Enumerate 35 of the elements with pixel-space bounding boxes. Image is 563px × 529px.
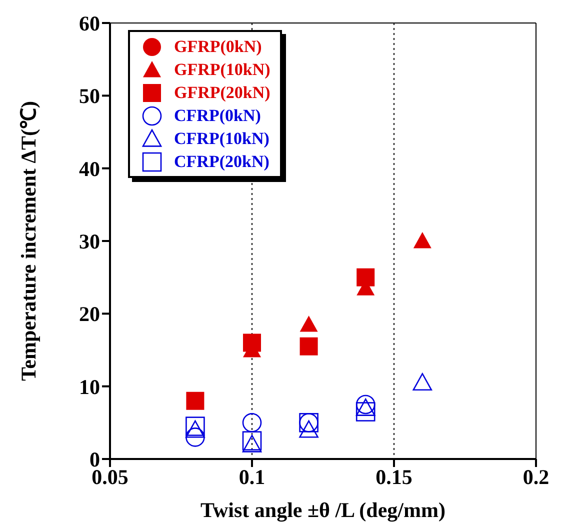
legend-label: GFRP(20kN) <box>174 82 270 102</box>
y-tick-label: 40 <box>79 156 100 181</box>
point <box>186 420 205 438</box>
point <box>186 416 205 436</box>
point <box>412 373 432 391</box>
legend-label: CFRP(0kN) <box>174 106 261 126</box>
point <box>242 431 262 450</box>
y-tick-label: 60 <box>79 11 100 36</box>
y-tick-label: 0 <box>90 447 100 472</box>
point <box>299 420 318 438</box>
legend-label: CFRP(10kN) <box>174 128 270 148</box>
point <box>186 392 204 410</box>
y-axis-title: Temperature increment ΔT(℃) <box>16 101 40 381</box>
x-axis-title: Twist angle ±θ /L (deg/mm) <box>200 498 446 522</box>
point <box>356 398 376 416</box>
point <box>356 394 376 414</box>
x-tick-label: 0.15 <box>376 464 412 489</box>
point <box>243 334 261 352</box>
y-tick-label: 10 <box>79 374 100 399</box>
point <box>413 232 432 248</box>
point <box>186 428 205 447</box>
legend-label: GFRP(0kN) <box>174 36 262 56</box>
x-tick-label: 0.2 <box>522 464 550 489</box>
point <box>356 268 375 286</box>
point <box>356 402 376 422</box>
y-tick-label: 20 <box>79 302 100 326</box>
legend-label: GFRP(10kN) <box>174 60 270 80</box>
point <box>242 434 262 452</box>
y-tick-label: 50 <box>79 84 100 108</box>
x-tick-label: 0.1 <box>238 464 266 489</box>
point <box>300 337 318 356</box>
y-tick-label: 30 <box>79 229 100 254</box>
legend-label: CFRP(20kN) <box>174 152 270 172</box>
point <box>300 316 318 332</box>
point <box>242 413 262 432</box>
